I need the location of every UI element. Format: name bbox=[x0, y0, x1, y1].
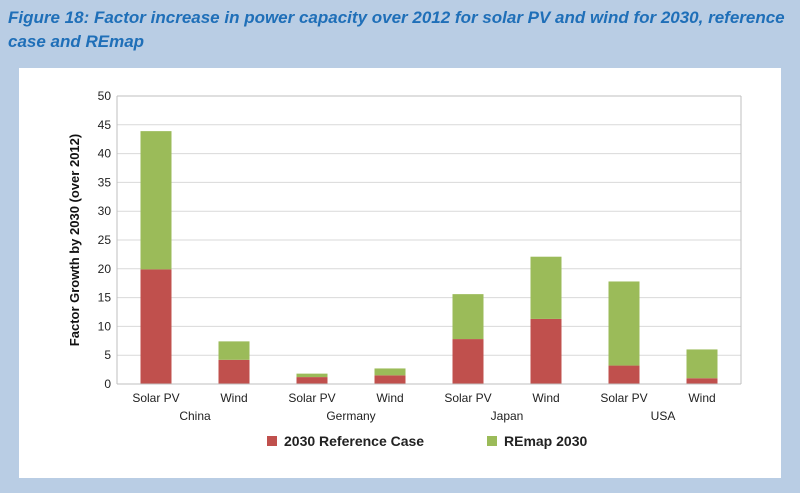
x-tick-label: Wind bbox=[220, 391, 247, 405]
figure-title: Figure 18: Factor increase in power capa… bbox=[8, 8, 785, 51]
y-tick-label: 10 bbox=[98, 319, 112, 333]
group-label: USA bbox=[651, 409, 676, 423]
y-tick-label: 40 bbox=[98, 147, 112, 161]
x-tick-labels: Solar PV Wind Solar PV Wind Solar PV Wind Sola… bbox=[132, 391, 715, 405]
legend-swatch bbox=[267, 436, 277, 446]
y-tick-label: 50 bbox=[98, 89, 112, 103]
bar-reference bbox=[608, 365, 640, 384]
x-tick-label: Wind bbox=[532, 391, 559, 405]
group-label: Japan bbox=[491, 409, 524, 423]
bar-remap bbox=[374, 368, 406, 376]
bar-remap bbox=[686, 349, 718, 379]
y-tick-label: 25 bbox=[98, 233, 112, 247]
y-tick-label: 30 bbox=[98, 204, 112, 218]
bar-reference bbox=[452, 339, 484, 384]
bar-reference bbox=[296, 377, 328, 384]
bar-remap bbox=[140, 131, 172, 270]
bar-reference bbox=[374, 375, 406, 384]
x-tick-label: Solar PV bbox=[288, 391, 335, 405]
y-tick-label: 45 bbox=[98, 118, 112, 132]
bar-reference bbox=[530, 318, 562, 384]
bar-remap bbox=[530, 256, 562, 319]
y-tick-label: 20 bbox=[98, 262, 112, 276]
y-tick-label: 0 bbox=[104, 377, 111, 391]
x-tick-label: Wind bbox=[688, 391, 715, 405]
group-labels: China Germany Japan USA bbox=[179, 409, 675, 423]
y-tick-label: 5 bbox=[104, 348, 111, 362]
bar-remap bbox=[452, 294, 484, 340]
y-tick-labels: 0 5 10 15 20 25 30 35 40 45 50 bbox=[98, 89, 112, 391]
bar-reference bbox=[140, 269, 172, 384]
bars bbox=[140, 131, 718, 384]
x-tick-label: Wind bbox=[376, 391, 403, 405]
x-tick-label: Solar PV bbox=[132, 391, 179, 405]
legend: 2030 Reference Case REmap 2030 bbox=[267, 433, 587, 449]
chart-panel: 0 5 10 15 20 25 30 35 40 45 50 Solar PV Wind Solar P… bbox=[19, 68, 781, 478]
y-tick-label: 35 bbox=[98, 175, 112, 189]
axes bbox=[116, 95, 742, 385]
x-tick-label: Solar PV bbox=[444, 391, 491, 405]
legend-label: REmap 2030 bbox=[504, 433, 587, 449]
bar-remap bbox=[608, 281, 640, 366]
y-tick-label: 15 bbox=[98, 291, 112, 305]
bar-reference bbox=[686, 378, 718, 384]
y-axis-label: Factor Growth by 2030 (over 2012) bbox=[67, 134, 82, 346]
bar-remap bbox=[296, 373, 328, 378]
grid-lines bbox=[117, 95, 741, 385]
group-label: Germany bbox=[326, 409, 375, 423]
bar-reference bbox=[218, 359, 250, 384]
bar-remap bbox=[218, 341, 250, 360]
legend-swatch bbox=[487, 436, 497, 446]
group-label: China bbox=[179, 409, 211, 423]
x-tick-label: Solar PV bbox=[600, 391, 647, 405]
legend-label: 2030 Reference Case bbox=[284, 433, 424, 449]
